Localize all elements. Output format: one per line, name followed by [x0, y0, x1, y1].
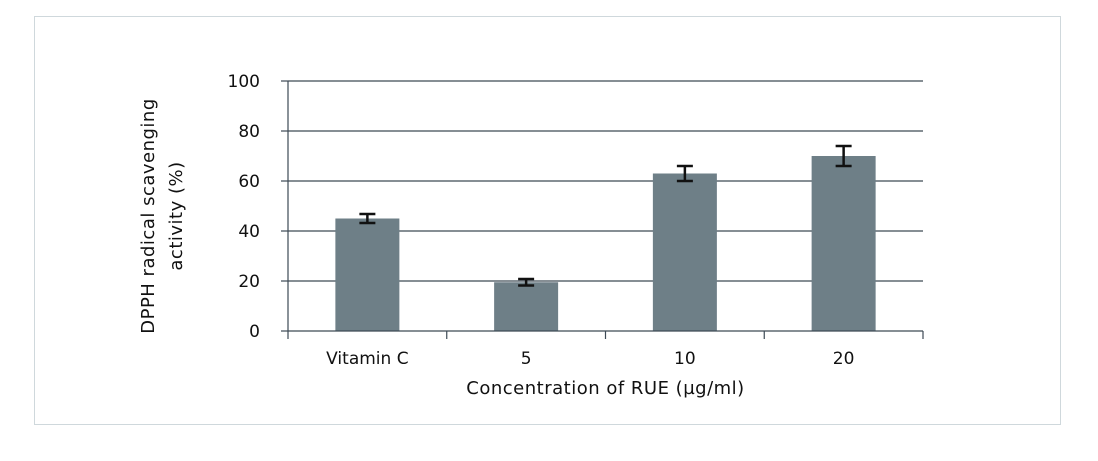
x-tick-label: Vitamin C — [326, 349, 408, 369]
y-axis-title: DPPH radical scavenging activity (%) — [138, 98, 187, 334]
bar-chart: 0 20 40 60 80 100 Vitamin C 5 10 20 Concentratio… — [138, 72, 924, 399]
error-bar-3 — [835, 144, 852, 168]
x-tick-label: 5 — [521, 349, 532, 369]
chart-frame: 0 20 40 60 80 100 Vitamin C 5 10 20 Concentratio… — [34, 16, 1061, 425]
bar-3 — [811, 156, 876, 331]
axes — [287, 81, 924, 339]
y-tick-labels: 0 20 40 60 80 100 — [228, 72, 260, 342]
error-bar-0 — [359, 212, 376, 225]
y-tick-label: 40 — [238, 222, 260, 242]
y-tick-label: 100 — [228, 72, 260, 92]
error-bars — [359, 144, 852, 287]
bar-0 — [335, 218, 400, 331]
bars — [335, 156, 876, 331]
x-tick-label: 20 — [833, 349, 855, 369]
bar-1 — [494, 282, 559, 331]
error-bar-2 — [676, 164, 693, 183]
y-tick-label: 0 — [249, 322, 260, 342]
y-axis-title-line-1: DPPH radical scavenging — [138, 98, 159, 334]
y-tick-label: 20 — [238, 272, 260, 292]
y-tick-label: 60 — [238, 172, 260, 192]
x-tick-label: 10 — [674, 349, 696, 369]
error-bar-1 — [518, 277, 535, 287]
x-tick-labels: Vitamin C 5 10 20 — [326, 349, 854, 369]
y-axis-title-line-2: activity (%) — [166, 161, 187, 270]
y-tick-label: 80 — [238, 122, 260, 142]
bar-2 — [652, 173, 717, 331]
x-axis-title: Concentration of RUE (µg/ml) — [466, 378, 744, 399]
